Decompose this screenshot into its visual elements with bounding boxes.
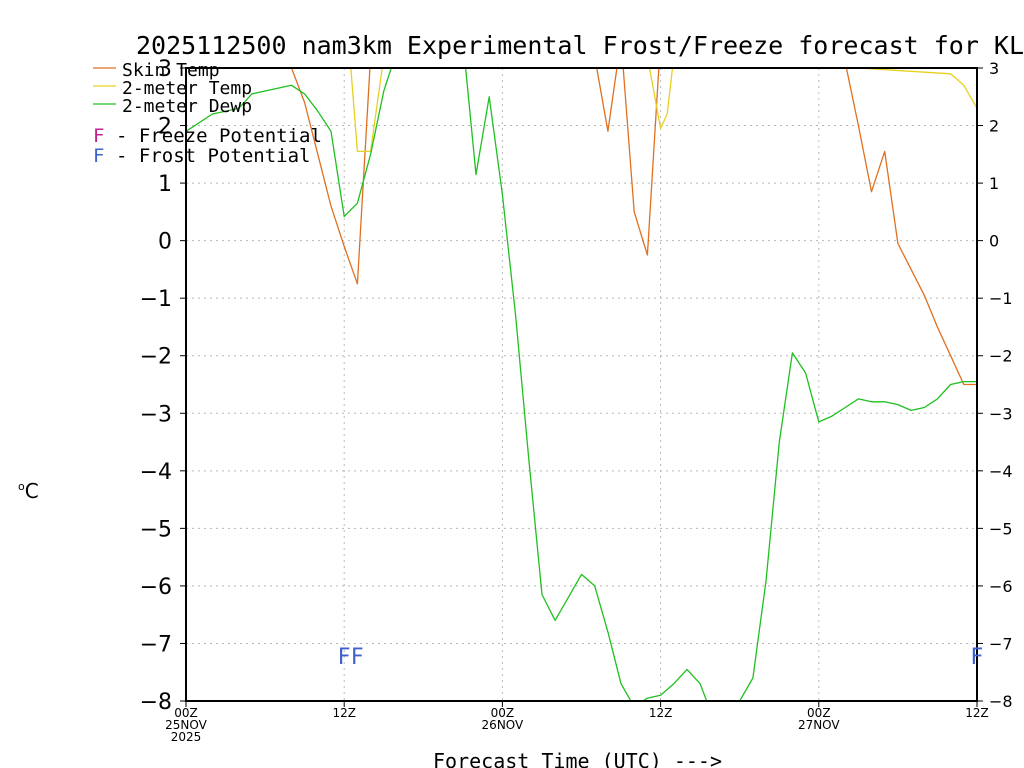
y-tick-label-left: −2	[140, 345, 172, 370]
x-tick-date: 26NOV	[482, 718, 524, 732]
frost-marker: F	[971, 645, 984, 670]
y-tick-label-right: −2	[989, 347, 1013, 366]
y-ticks: 3 3 2 2 1 1 0 0 −1 −1 −2 −2 −3 −3 −4 −4 −5 −5 −6 −6 −7 −7 −8 −8	[140, 57, 1013, 715]
frost-marker: F	[338, 645, 351, 670]
y-tick-label-right: 3	[989, 59, 999, 78]
y-tick-label-right: −5	[989, 519, 1013, 538]
y-tick-label-left: 2	[158, 115, 172, 140]
y-tick-label-right: −6	[989, 577, 1013, 596]
y-tick-label-right: −7	[989, 634, 1013, 653]
series-line-skin-temp	[290, 68, 977, 386]
legend-label: Skin Temp	[122, 60, 220, 81]
x-tick-date: 27NOV	[798, 718, 840, 732]
frost-marker: F	[351, 645, 364, 670]
x-tick-label: 00Z	[174, 706, 198, 720]
y-tick-label-left: −3	[140, 402, 172, 427]
x-tick-label: 12Z	[332, 706, 356, 720]
x-tick-label: 12Z	[965, 706, 989, 720]
legend-label: 2-meter Temp	[122, 78, 252, 99]
legend-marker: F	[93, 145, 104, 167]
legend-label: - Freeze Potential	[116, 125, 322, 147]
x-tick-label: 00Z	[807, 706, 831, 720]
x-axis-label: Forecast Time (UTC) --->	[433, 749, 722, 768]
x-tick-label: 00Z	[491, 706, 515, 720]
legend-label: - Frost Potential	[116, 145, 310, 167]
y-tick-label-left: −5	[140, 517, 172, 542]
y-tick-label-left: 0	[158, 230, 172, 255]
legend-label: 2-meter Dewp	[122, 96, 252, 117]
x-tick-label: 12Z	[649, 706, 673, 720]
y-axis-label-unit: C	[25, 479, 39, 503]
y-tick-label-left: −6	[140, 575, 172, 600]
y-tick-label-left: 3	[158, 57, 172, 82]
series-line-2-meter-temp	[350, 68, 977, 153]
y-tick-label-right: −1	[989, 289, 1013, 308]
series-group	[186, 68, 977, 701]
y-tick-label-left: −7	[140, 632, 172, 657]
chart-title: 2025112500 nam3km Experimental Frost/Fre…	[136, 31, 1024, 60]
series-line-2-meter-dewp	[186, 68, 977, 701]
x-tick-date: 25NOV	[165, 718, 207, 732]
y-tick-label-right: 1	[989, 174, 999, 193]
plot-frame	[185, 67, 978, 702]
y-tick-label-left: −1	[140, 287, 172, 312]
y-tick-label-left: −8	[140, 690, 172, 715]
y-tick-label-right: 0	[989, 232, 999, 251]
y-tick-label-left: −4	[140, 460, 172, 485]
y-axis-label: oC	[18, 479, 39, 503]
y-tick-label-left: 1	[158, 172, 172, 197]
y-tick-label-right: −3	[989, 404, 1013, 423]
y-tick-label-right: −8	[989, 692, 1013, 711]
y-tick-label-right: 2	[989, 117, 999, 136]
legend-marker: F	[93, 125, 104, 147]
y-tick-label-right: −4	[989, 462, 1013, 481]
x-tick-year: 2025	[171, 730, 202, 744]
y-axis-label-degree: o	[18, 480, 25, 493]
